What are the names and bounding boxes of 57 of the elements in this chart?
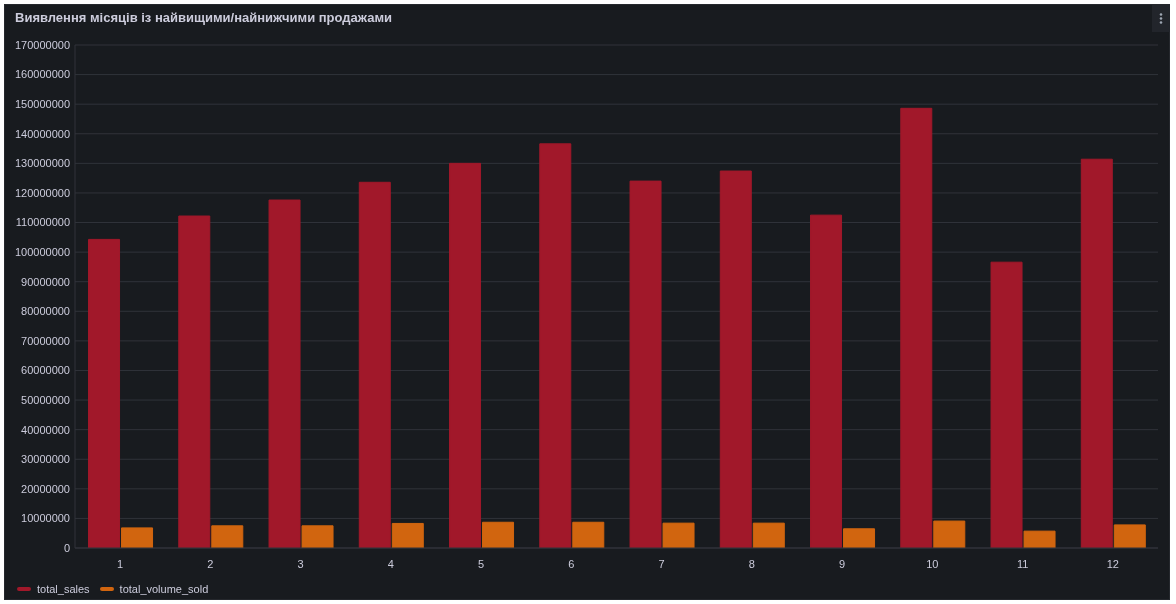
y-tick-label: 150000000 — [14, 98, 70, 111]
legend-label: total_sales — [37, 583, 90, 595]
y-tick-label: 0 — [63, 541, 70, 554]
y-tick-label: 120000000 — [14, 186, 70, 199]
bar — [1080, 158, 1113, 548]
y-tick-label: 140000000 — [14, 127, 70, 140]
x-tick-label: 5 — [478, 557, 485, 570]
legend-label: total_volume_sold — [119, 583, 209, 595]
bar — [301, 525, 334, 548]
bar — [933, 520, 966, 548]
y-tick-label: 160000000 — [14, 68, 70, 81]
bar — [358, 181, 391, 548]
bar — [843, 528, 876, 548]
bar — [539, 143, 572, 548]
x-tick-label: 8 — [748, 557, 755, 570]
bar — [211, 525, 244, 548]
y-tick-label: 100000000 — [14, 246, 70, 259]
bar — [572, 521, 605, 548]
bar — [178, 215, 211, 548]
y-tick-label: 110000000 — [15, 216, 70, 229]
bar — [719, 170, 752, 548]
x-tick-label: 6 — [568, 557, 575, 570]
bar — [1113, 524, 1146, 548]
bar — [391, 522, 424, 548]
y-tick-label: 70000000 — [21, 334, 70, 347]
x-tick-label: 10 — [926, 557, 939, 570]
bar — [810, 214, 843, 548]
y-tick-label: 20000000 — [21, 482, 70, 495]
bar — [662, 522, 695, 548]
bar — [482, 521, 515, 548]
bar — [268, 199, 301, 548]
bar — [900, 107, 933, 548]
x-tick-label: 7 — [658, 557, 665, 570]
y-tick-label: 80000000 — [21, 305, 70, 318]
x-tick-label: 11 — [1016, 557, 1029, 570]
y-tick-label: 10000000 — [21, 512, 70, 525]
x-tick-label: 4 — [387, 557, 394, 570]
bar — [990, 261, 1023, 548]
bar — [1023, 530, 1056, 548]
bar — [88, 238, 121, 548]
x-tick-label: 9 — [839, 557, 846, 570]
y-tick-label: 40000000 — [21, 423, 70, 436]
y-tick-label: 170000000 — [14, 38, 70, 51]
bar — [629, 180, 662, 548]
chart-title: Виявлення місяців із найвищими/найнижчими продажами — [15, 10, 393, 26]
x-tick-label: 3 — [297, 557, 304, 570]
y-tick-label: 130000000 — [14, 157, 70, 170]
y-tick-label: 30000000 — [21, 453, 70, 466]
y-tick-label: 90000000 — [21, 275, 70, 288]
bar — [121, 527, 154, 548]
y-tick-label: 50000000 — [21, 393, 70, 406]
x-tick-label: 12 — [1106, 557, 1119, 570]
bar — [449, 162, 482, 548]
y-tick-label: 60000000 — [21, 364, 70, 377]
x-tick-label: 2 — [207, 557, 214, 570]
x-tick-label: 1 — [117, 557, 124, 570]
bar — [752, 522, 785, 548]
